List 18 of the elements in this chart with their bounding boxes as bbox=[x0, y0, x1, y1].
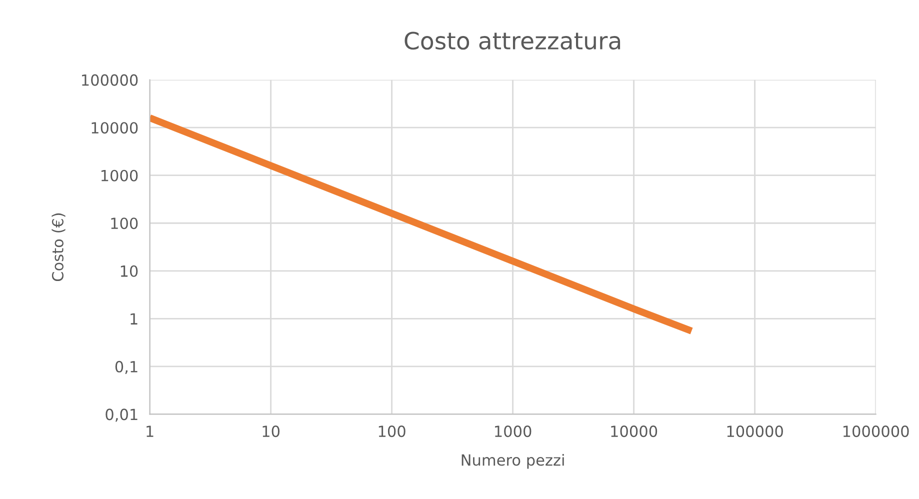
y-tick-label: 1 bbox=[130, 313, 138, 324]
x-tick-label: 100000 bbox=[727, 426, 783, 438]
y-tick-label: 1000 bbox=[101, 170, 138, 182]
x-tick-label: 10 bbox=[262, 426, 280, 438]
x-tick-label: 1000000 bbox=[843, 426, 909, 438]
chart-title: Costo attrezzatura bbox=[404, 32, 620, 50]
y-axis-title: Costo (€) bbox=[52, 213, 66, 282]
x-tick-label: 10000 bbox=[611, 426, 658, 438]
x-tick-label: 1 bbox=[146, 426, 154, 437]
y-tick-label: 10 bbox=[120, 265, 138, 277]
y-tick-label: 100000 bbox=[82, 74, 138, 86]
y-tick-label: 0,01 bbox=[106, 408, 138, 422]
y-tick-label: 0,1 bbox=[115, 360, 138, 374]
x-axis-title: Numero pezzi bbox=[462, 454, 564, 469]
y-tick-label: 10000 bbox=[92, 122, 138, 134]
y-tick-label: 100 bbox=[111, 218, 138, 230]
x-tick-label: 1000 bbox=[495, 426, 532, 438]
x-tick-label: 100 bbox=[378, 426, 406, 438]
